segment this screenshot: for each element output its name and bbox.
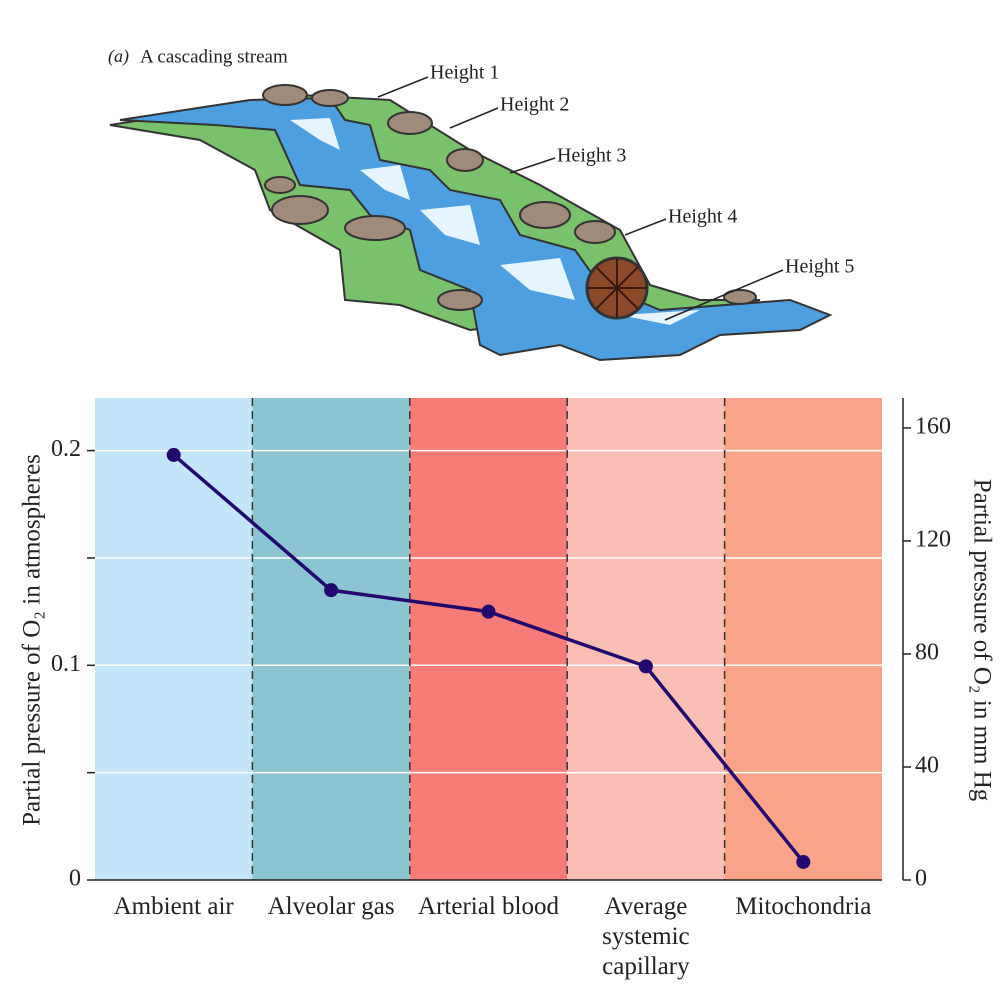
y-tick-label: 0.1: [51, 651, 81, 677]
x-tick-label: Alveolar gas: [256, 892, 406, 922]
height-label: Height 2: [500, 94, 569, 116]
waterwheel-spokes: [587, 258, 647, 318]
height-label: Height 3: [557, 145, 626, 167]
height-label: Height 4: [668, 206, 737, 228]
data-point: [639, 659, 653, 673]
band: [567, 398, 724, 880]
height-label: Height 5: [785, 256, 854, 278]
page: (a) A cascading stream Height 1 Height 2…: [0, 0, 1004, 993]
stream-illustration: (a) A cascading stream Height 1 Height 2…: [108, 46, 854, 360]
figure: (a) A cascading stream Height 1 Height 2…: [0, 0, 1004, 993]
y2-tick-label: 120: [915, 526, 951, 552]
y2-tick-label: 0: [915, 866, 927, 892]
x-tick-label: Arterial blood: [414, 892, 564, 922]
y2-axis-label: Partial pressure of O₂ in mm Hg: [968, 479, 995, 802]
data-point: [796, 855, 810, 869]
y2-tick-label: 160: [915, 413, 951, 439]
x-tick-label: Average systemic capillary: [571, 892, 721, 982]
data-point: [324, 583, 338, 597]
band: [410, 398, 567, 880]
band: [252, 398, 409, 880]
y2-tick-label: 80: [915, 639, 939, 665]
y-tick-label: 0.2: [51, 436, 81, 462]
y-tick-label: 0: [69, 866, 81, 892]
x-tick-label: Ambient air: [99, 892, 249, 922]
band: [95, 398, 252, 880]
x-tick-label: Mitochondria: [728, 892, 878, 922]
y-axis-label: Partial pressure of O₂ in atmospheres: [19, 454, 46, 826]
height-label: Height 1: [430, 62, 499, 84]
panel-label: (a): [108, 46, 129, 67]
data-point: [167, 448, 181, 462]
band: [725, 398, 882, 880]
data-point: [482, 605, 496, 619]
y2-tick-label: 40: [915, 752, 939, 778]
panel-title: A cascading stream: [140, 46, 288, 67]
